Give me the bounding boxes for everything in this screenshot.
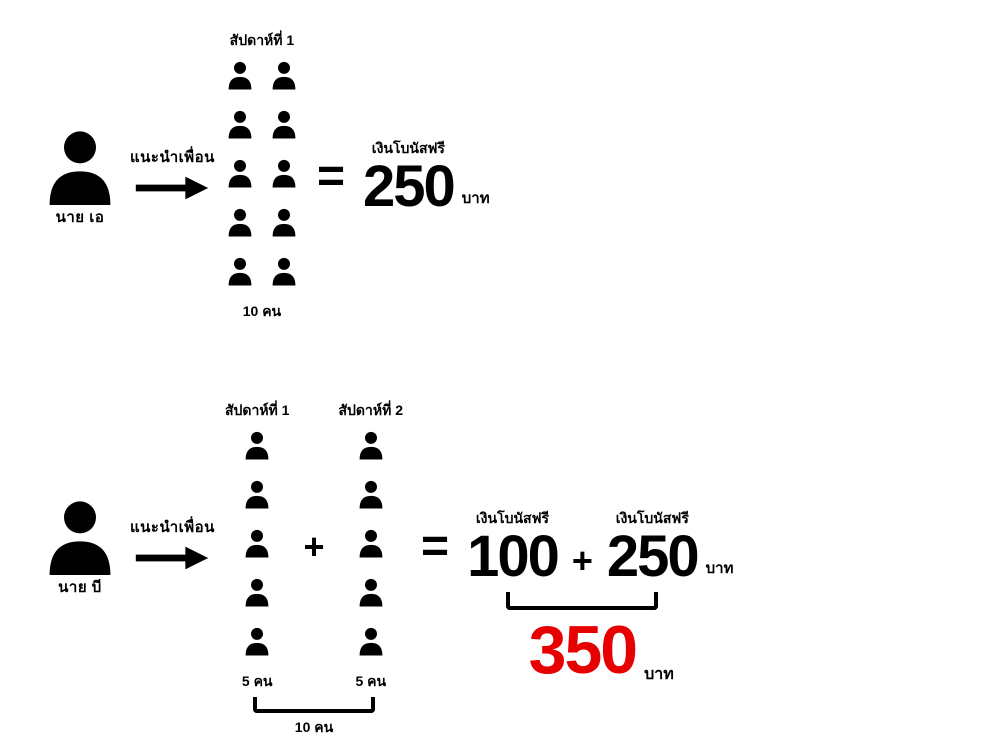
week1-footer-2: 5 คน [242,671,273,693]
week1-footer: 10 คน [243,301,281,323]
scenario-row-1: นาย เอ แนะนำเพื่อน สัปดาห์ที่ 1 10 คน = … [40,30,490,323]
referrer-b-label: นาย บี [58,575,102,599]
person-icon [356,477,386,518]
person-icon [269,156,299,197]
equals-2: = [421,519,449,574]
person-icon [269,254,299,295]
bracket-people-label: 10 คน [253,717,375,739]
person-icon [269,205,299,246]
plus-bonus: + [572,540,593,582]
person-icon [225,156,255,197]
bonus-250b: เงินโบนัสฟรี 250 [607,508,698,586]
person-icon [225,205,255,246]
bonus-value-2b: 250 [607,528,698,586]
bonus-250: เงินโบนัสฟรี 250 [363,138,454,216]
people-grid-10 [225,58,299,295]
week2-footer: 5 คน [355,671,386,693]
person-icon [225,107,255,148]
week2-group-row2: สัปดาห์ที่ 2 5 คน [339,400,404,693]
refer-arrow-2: แนะนำเพื่อน [130,515,215,578]
bonus-unit-2: บาท [706,556,734,580]
refer-arrow-1: แนะนำเพื่อน [130,145,215,208]
bonus-unit-1: บาท [462,186,490,210]
referrer-b: นาย บี [40,495,120,599]
people-grid-5a [242,428,272,665]
bonus-value-2a: 100 [467,528,558,586]
total-unit: บาท [644,662,674,687]
person-icon [356,526,386,567]
person-icon [242,477,272,518]
person-icon [242,575,272,616]
person-icon [225,254,255,295]
arrow-icon [132,173,212,208]
person-icon [242,428,272,469]
equals-1: = [317,149,345,204]
week1-header: สัปดาห์ที่ 1 [230,30,295,52]
person-icon [242,526,272,567]
week1-group-row1: สัปดาห์ที่ 1 10 คน [225,30,299,323]
referrer-a: นาย เอ [40,125,120,229]
plus-people: + [303,526,324,568]
week2-header: สัปดาห์ที่ 2 [339,400,404,422]
person-icon [269,107,299,148]
bonus-row2: เงินโบนัสฟรี 100 + เงินโบนัสฟรี 250 บาท [467,508,733,586]
person-icon [40,495,120,575]
arrow-label-2: แนะนำเพื่อน [130,515,215,539]
referrer-a-label: นาย เอ [56,205,105,229]
people-grid-5b [356,428,386,665]
bonus-100: เงินโบนัสฟรี 100 [467,508,558,586]
arrow-icon [132,543,212,578]
bracket-people [253,697,375,713]
bonus-row1: เงินโบนัสฟรี 250 บาท [363,138,490,216]
person-icon [269,58,299,99]
bracket-bonus [506,592,658,610]
week1-group-row2: สัปดาห์ที่ 1 5 คน [225,400,290,693]
person-icon [356,575,386,616]
person-icon [40,125,120,205]
total-value: 350 [529,616,636,684]
person-icon [225,58,255,99]
arrow-label-1: แนะนำเพื่อน [130,145,215,169]
person-icon [356,428,386,469]
person-icon [242,624,272,665]
week1-header-2: สัปดาห์ที่ 1 [225,400,290,422]
person-icon [356,624,386,665]
bonus-value-1: 250 [363,158,454,216]
